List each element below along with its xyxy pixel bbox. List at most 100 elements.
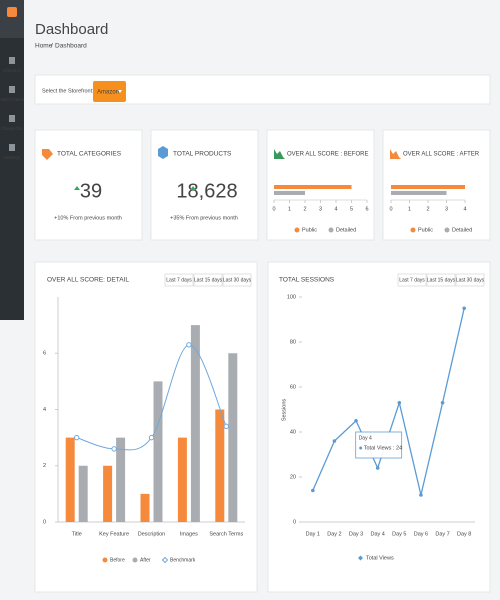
range-button[interactable] xyxy=(455,273,485,287)
x-tick-label: 1 xyxy=(288,206,291,212)
x-tick-label: 3 xyxy=(319,206,322,212)
bar xyxy=(228,353,238,522)
store-button-label[interactable]: Amazon xyxy=(97,90,119,96)
y-tick-label: 6 xyxy=(43,351,46,357)
sidebar-icon xyxy=(9,144,15,151)
bar xyxy=(140,493,150,522)
x-tick-label: 2 xyxy=(303,206,306,212)
legend-label: Total Views xyxy=(366,555,394,561)
bar xyxy=(274,191,305,195)
x-tick-label: Day 2 xyxy=(327,531,341,537)
x-tick-label: 0 xyxy=(272,206,275,212)
chart-title: OVER ALL SCORE: DETAIL xyxy=(47,277,129,284)
range-button-label[interactable]: Last 15 days xyxy=(194,277,223,283)
bar xyxy=(65,437,75,522)
legend-label: Detailed xyxy=(336,227,356,233)
tooltip-swatch xyxy=(359,446,363,450)
x-tick-label: 0 xyxy=(389,206,392,212)
legend-swatch xyxy=(410,227,416,233)
range-button-label[interactable]: Last 30 days xyxy=(223,277,252,283)
range-button-label[interactable]: Last 7 days xyxy=(399,277,425,283)
area-icon xyxy=(390,149,401,159)
up-arrow xyxy=(190,186,196,190)
sidebar-active xyxy=(0,0,24,38)
tooltip xyxy=(355,431,403,459)
x-tick-label: Day 3 xyxy=(349,531,363,537)
legend-label: Public xyxy=(418,227,433,233)
page-title: Dashboard xyxy=(35,21,108,38)
sidebar-item[interactable]: Dashboard xyxy=(1,30,24,35)
point xyxy=(74,434,80,441)
point xyxy=(354,418,358,423)
sidebar-icon xyxy=(9,86,15,93)
stat-title: TOTAL CATEGORIES xyxy=(57,151,122,158)
y-tick-label: 100 xyxy=(287,294,296,300)
range-button-label[interactable]: Last 7 days xyxy=(166,277,192,283)
x-tick-label: 6 xyxy=(365,206,368,212)
sidebar-item[interactable]: Valid Check xyxy=(0,97,24,102)
y-tick-label: 0 xyxy=(43,519,46,525)
chart-panel xyxy=(267,261,491,593)
range-button[interactable] xyxy=(164,273,194,287)
stat-change: +35% From previous month xyxy=(170,215,238,221)
point xyxy=(332,439,337,443)
box-icon xyxy=(158,146,168,159)
range-button-label[interactable]: Last 30 days xyxy=(456,277,485,283)
stat-value: 18,628 xyxy=(176,180,237,202)
bar xyxy=(190,325,200,522)
point xyxy=(111,446,117,452)
bar xyxy=(391,191,447,195)
breadcrumb-current: Dashboard xyxy=(55,43,87,50)
legend-label: Benchmark xyxy=(170,557,196,563)
sidebar-item[interactable]: Check Out xyxy=(1,126,23,131)
point xyxy=(419,493,423,497)
legend-label: Detailed xyxy=(452,227,472,233)
y-tick-label: 60 xyxy=(290,384,296,390)
point xyxy=(440,400,445,405)
bar xyxy=(153,381,163,522)
point xyxy=(397,400,402,405)
bar xyxy=(177,437,187,522)
breadcrumb-separator: / xyxy=(51,43,53,50)
stat-title: TOTAL PRODUCTS xyxy=(173,151,232,158)
bar xyxy=(274,185,352,189)
legend-swatch xyxy=(358,555,363,561)
x-tick-label: Key Feature xyxy=(99,531,129,537)
store-label: Select the Storefront: xyxy=(42,88,94,94)
range-button[interactable] xyxy=(193,273,223,287)
x-tick-label: Day 4 xyxy=(371,531,385,537)
x-tick-label: 1 xyxy=(408,206,411,212)
sidebar-item[interactable]: Check In xyxy=(3,68,21,73)
sidebar xyxy=(0,0,24,320)
sidebar-item[interactable]: Settings xyxy=(4,155,21,160)
x-tick-label: Day 7 xyxy=(435,531,449,537)
x-tick-label: 5 xyxy=(350,206,353,212)
store-button[interactable] xyxy=(93,81,126,102)
x-tick-label: 2 xyxy=(426,206,429,212)
chart-title: TOTAL SESSIONS xyxy=(279,277,335,284)
range-button[interactable] xyxy=(222,273,252,287)
stat-card xyxy=(150,129,259,241)
x-tick-label: Day 5 xyxy=(392,531,406,537)
caret xyxy=(118,90,122,93)
y-tick-label: 20 xyxy=(290,474,296,480)
legend-swatch xyxy=(328,227,334,233)
y-tick-label: 40 xyxy=(290,429,296,435)
bar xyxy=(78,465,88,522)
point xyxy=(311,488,315,493)
breadcrumb-home[interactable]: Home xyxy=(35,43,53,50)
chart-title: OVER ALL SCORE : BEFORE xyxy=(287,152,368,158)
point xyxy=(223,423,230,430)
range-button[interactable] xyxy=(397,273,427,287)
legend-label: Before xyxy=(110,557,125,563)
legend-label: Public xyxy=(302,227,317,233)
stat-value: 39 xyxy=(80,180,102,202)
bar xyxy=(215,409,225,522)
tooltip-title: Day 4 xyxy=(359,435,372,441)
range-button[interactable] xyxy=(426,273,456,287)
point xyxy=(375,466,380,470)
point xyxy=(186,342,192,348)
range-button-label[interactable]: Last 15 days xyxy=(427,277,456,283)
